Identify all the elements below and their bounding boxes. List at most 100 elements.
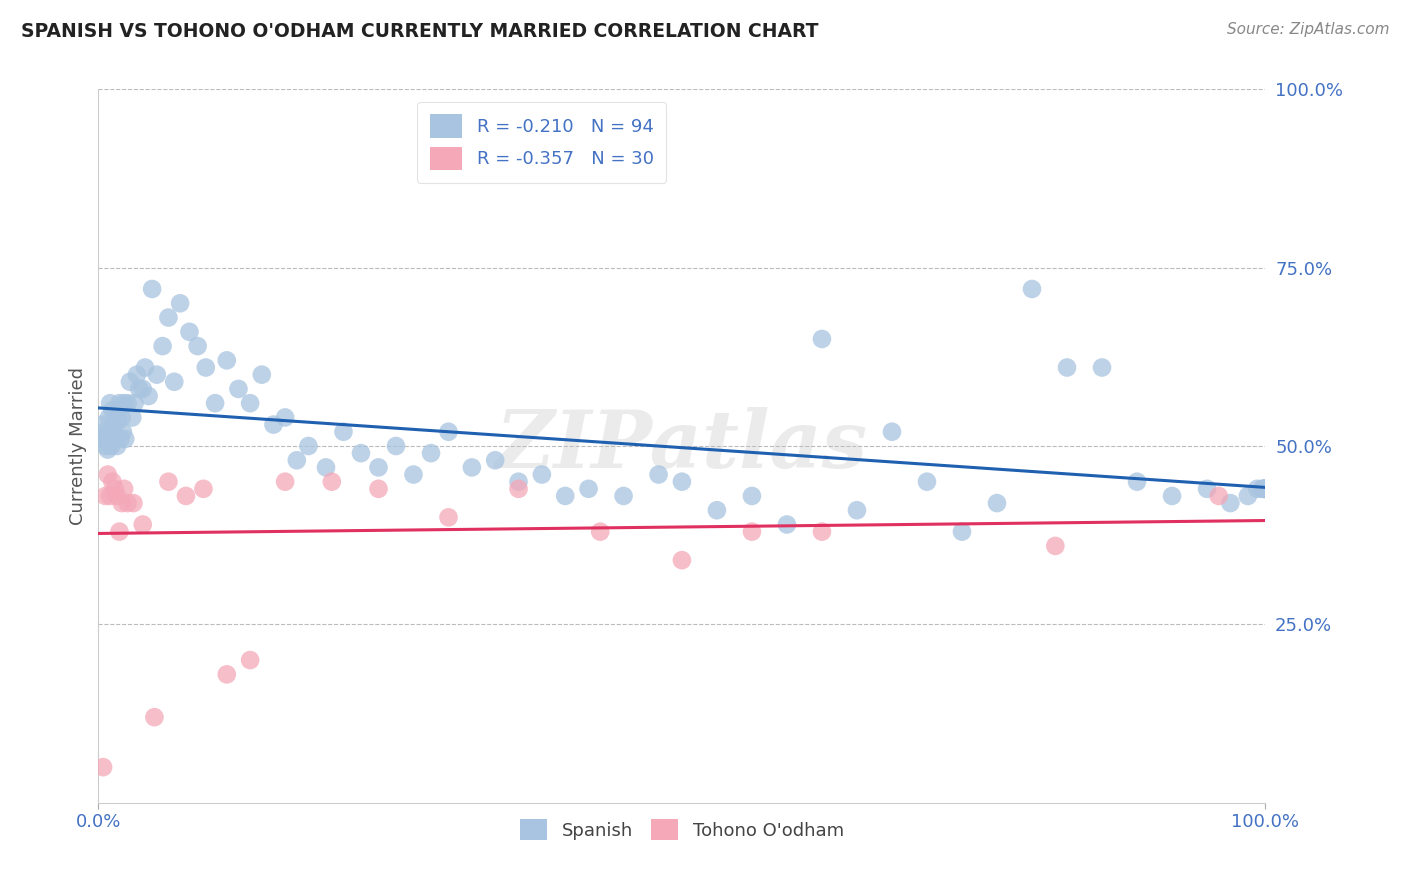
Point bbox=[1208, 489, 1230, 503]
Point bbox=[114, 432, 136, 446]
Point bbox=[1219, 496, 1241, 510]
Point bbox=[97, 442, 120, 457]
Point bbox=[262, 417, 284, 432]
Point bbox=[741, 524, 763, 539]
Point bbox=[215, 353, 238, 368]
Point bbox=[121, 410, 143, 425]
Point bbox=[1045, 539, 1067, 553]
Point bbox=[846, 503, 869, 517]
Point bbox=[1237, 489, 1260, 503]
Point bbox=[367, 482, 389, 496]
Point bbox=[1253, 482, 1275, 496]
Point bbox=[285, 453, 308, 467]
Point bbox=[706, 503, 728, 517]
Point bbox=[141, 282, 163, 296]
Point bbox=[104, 428, 127, 442]
Point bbox=[228, 382, 250, 396]
Point bbox=[1195, 482, 1218, 496]
Point bbox=[146, 368, 169, 382]
Point bbox=[880, 425, 903, 439]
Point bbox=[671, 475, 693, 489]
Point bbox=[122, 496, 145, 510]
Point bbox=[94, 439, 117, 453]
Point bbox=[1161, 489, 1184, 503]
Point bbox=[193, 482, 215, 496]
Point bbox=[508, 475, 530, 489]
Point bbox=[157, 475, 180, 489]
Point bbox=[274, 410, 297, 425]
Point bbox=[1021, 282, 1043, 296]
Point bbox=[187, 339, 209, 353]
Point bbox=[98, 432, 121, 446]
Point bbox=[420, 446, 443, 460]
Point bbox=[132, 517, 155, 532]
Point bbox=[111, 496, 134, 510]
Point bbox=[332, 425, 354, 439]
Point bbox=[461, 460, 484, 475]
Point bbox=[91, 760, 114, 774]
Point bbox=[169, 296, 191, 310]
Point bbox=[128, 382, 150, 396]
Point bbox=[250, 368, 273, 382]
Point bbox=[321, 475, 343, 489]
Point bbox=[157, 310, 180, 325]
Point bbox=[589, 524, 612, 539]
Point bbox=[367, 460, 389, 475]
Point bbox=[110, 432, 132, 446]
Point bbox=[112, 396, 135, 410]
Point bbox=[350, 446, 373, 460]
Y-axis label: Currently Married: Currently Married bbox=[69, 367, 87, 525]
Point bbox=[104, 482, 127, 496]
Point bbox=[117, 396, 139, 410]
Point bbox=[437, 425, 460, 439]
Point bbox=[647, 467, 669, 482]
Point bbox=[484, 453, 506, 467]
Point bbox=[508, 482, 530, 496]
Point bbox=[108, 524, 131, 539]
Point bbox=[204, 396, 226, 410]
Point bbox=[105, 489, 128, 503]
Point bbox=[132, 382, 155, 396]
Point bbox=[100, 439, 122, 453]
Point bbox=[104, 407, 127, 421]
Point bbox=[402, 467, 425, 482]
Point bbox=[93, 425, 115, 439]
Point bbox=[1254, 482, 1277, 496]
Point bbox=[101, 425, 124, 439]
Point bbox=[578, 482, 600, 496]
Point bbox=[1251, 482, 1274, 496]
Point bbox=[315, 460, 337, 475]
Point bbox=[107, 414, 129, 428]
Point bbox=[1091, 360, 1114, 375]
Point bbox=[98, 396, 121, 410]
Point bbox=[915, 475, 938, 489]
Point bbox=[811, 524, 834, 539]
Point bbox=[741, 489, 763, 503]
Point bbox=[152, 339, 174, 353]
Point bbox=[103, 417, 125, 432]
Point bbox=[96, 428, 118, 442]
Point bbox=[950, 524, 973, 539]
Point bbox=[437, 510, 460, 524]
Point bbox=[105, 439, 128, 453]
Point bbox=[111, 425, 134, 439]
Point bbox=[101, 403, 124, 417]
Point bbox=[613, 489, 636, 503]
Point bbox=[671, 553, 693, 567]
Point bbox=[104, 432, 127, 446]
Legend: Spanish, Tohono O'odham: Spanish, Tohono O'odham bbox=[513, 812, 851, 847]
Point bbox=[112, 482, 135, 496]
Point bbox=[138, 389, 160, 403]
Point bbox=[125, 368, 148, 382]
Point bbox=[94, 489, 117, 503]
Point bbox=[274, 475, 297, 489]
Point bbox=[986, 496, 1008, 510]
Point bbox=[1253, 482, 1275, 496]
Point bbox=[1056, 360, 1078, 375]
Point bbox=[97, 435, 120, 450]
Point bbox=[194, 360, 217, 375]
Point bbox=[179, 325, 201, 339]
Point bbox=[90, 417, 112, 432]
Text: Source: ZipAtlas.com: Source: ZipAtlas.com bbox=[1226, 22, 1389, 37]
Point bbox=[108, 396, 131, 410]
